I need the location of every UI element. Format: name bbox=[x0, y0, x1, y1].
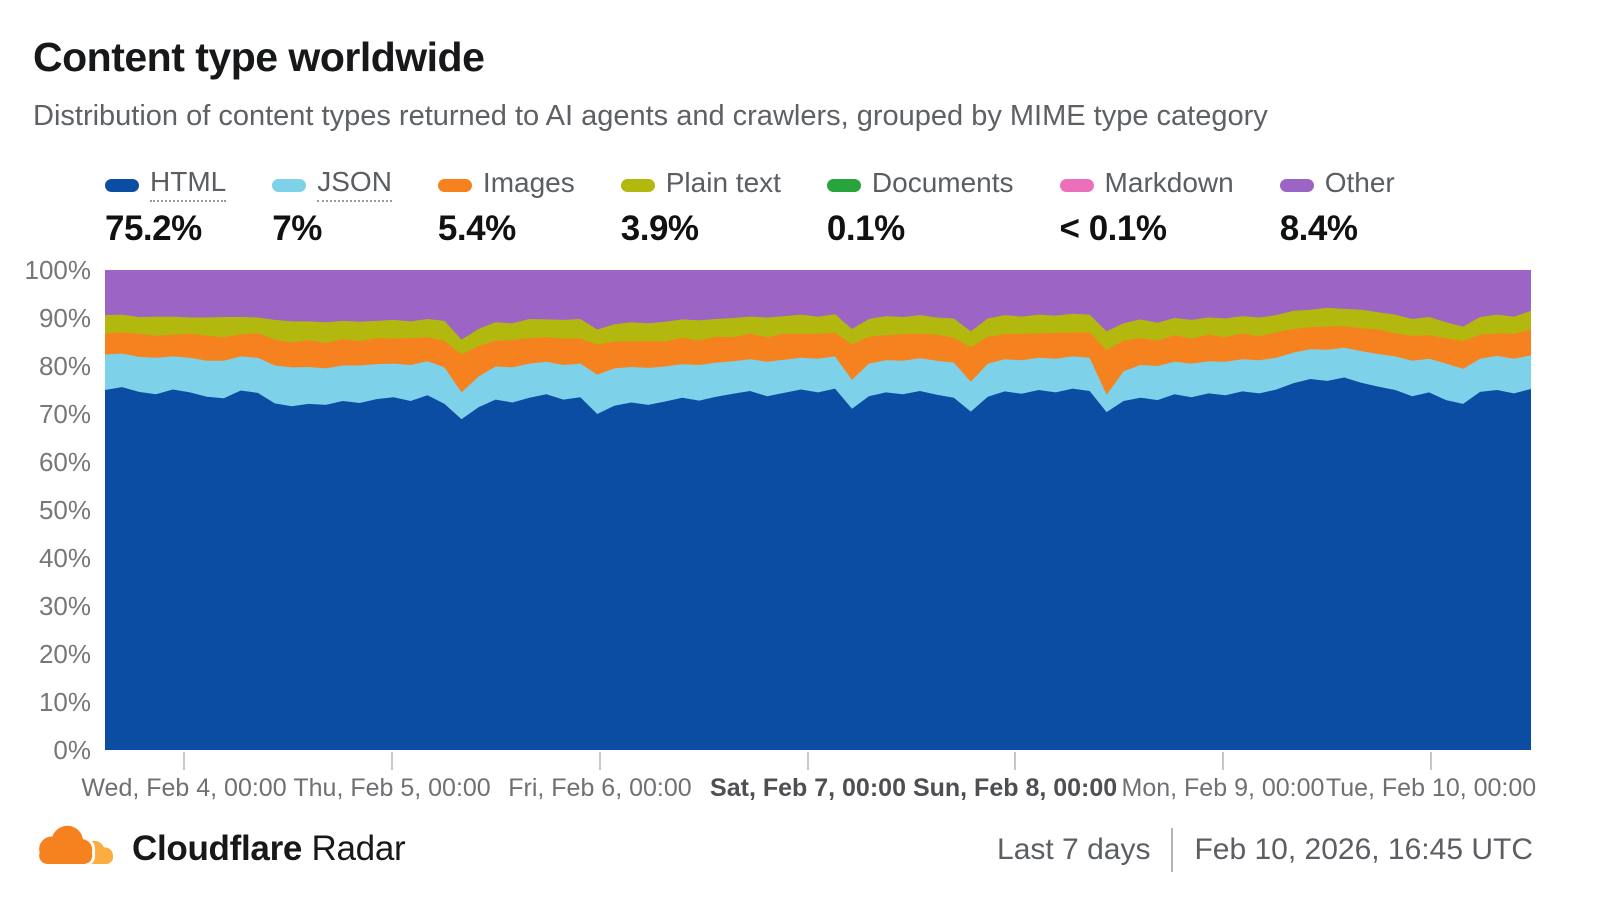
legend-item-plain-text[interactable]: Plain text 3.9% bbox=[620, 167, 781, 249]
x-axis-label: Wed, Feb 4, 00:00 bbox=[81, 774, 287, 802]
legend-label: Documents bbox=[871, 167, 1014, 198]
legend-label: Markdown bbox=[1104, 167, 1234, 198]
y-axis-label: 40% bbox=[38, 543, 91, 573]
y-axis-label: 0% bbox=[53, 735, 91, 765]
legend-toggle[interactable]: Images bbox=[437, 167, 575, 200]
cloudflare-logo-icon bbox=[36, 822, 114, 867]
y-axis-label: 100% bbox=[24, 255, 92, 285]
legend-item-html[interactable]: HTML 75.2% bbox=[105, 168, 227, 249]
legend-swatch-icon bbox=[105, 178, 139, 192]
legend-toggle[interactable]: JSON bbox=[272, 168, 392, 202]
y-axis-label: 30% bbox=[38, 591, 91, 621]
legend-item-images[interactable]: Images 5.4% bbox=[437, 167, 575, 249]
y-axis-label: 60% bbox=[38, 447, 91, 477]
timestamp-label: Feb 10, 2026, 16:45 UTC bbox=[1194, 833, 1533, 866]
x-axis-tick bbox=[807, 752, 810, 770]
y-axis-label: 90% bbox=[38, 303, 91, 333]
legend-swatch-icon bbox=[437, 178, 472, 192]
date-range-label: Last 7 days bbox=[997, 833, 1151, 866]
legend-item-other[interactable]: Other 8.4% bbox=[1279, 167, 1395, 249]
brand-text: Cloudflare Radar bbox=[132, 829, 406, 869]
y-axis-label: 10% bbox=[38, 687, 91, 717]
brand-cloudflare: Cloudflare bbox=[132, 829, 303, 868]
plot-area[interactable] bbox=[105, 270, 1531, 750]
stacked-area-chart: 100% 90% 80% 70% 60% 50% 40% 30% 20% 10% 0% Wed, Fe… bbox=[25, 255, 1537, 802]
legend-item-json[interactable]: JSON 7% bbox=[272, 168, 392, 249]
x-axis-tick bbox=[1221, 752, 1224, 770]
y-axis-label: 20% bbox=[38, 639, 91, 669]
legend-label: Images bbox=[482, 167, 575, 198]
legend-swatch-icon bbox=[826, 178, 861, 192]
legend-label: Other bbox=[1324, 167, 1395, 198]
x-axis-label: Sun, Feb 8, 00:00 bbox=[912, 774, 1118, 802]
x-axis-tick bbox=[391, 752, 394, 770]
y-axis-label: 50% bbox=[38, 495, 91, 525]
page-title: Content type worldwide bbox=[33, 34, 485, 80]
x-axis-tick bbox=[1430, 752, 1433, 770]
chart-legend: HTML 75.2% JSON 7% Images 5.4% Plain text 3.9% D… bbox=[105, 167, 1395, 249]
legend-item-documents[interactable]: Documents 0.1% bbox=[826, 167, 1014, 249]
legend-toggle[interactable]: Documents bbox=[826, 167, 1014, 200]
legend-swatch-icon bbox=[1279, 178, 1314, 192]
page-subtitle: Distribution of content types returned t… bbox=[33, 100, 1268, 132]
legend-value: 75.2% bbox=[105, 209, 202, 248]
x-axis-label: Sat, Feb 7, 00:00 bbox=[710, 774, 906, 802]
legend-toggle[interactable]: Plain text bbox=[620, 167, 781, 200]
legend-value: 3.9% bbox=[620, 209, 699, 248]
legend-swatch-icon bbox=[272, 178, 307, 192]
footer-meta: Last 7 days Feb 10, 2026, 16:45 UTC bbox=[997, 828, 1533, 872]
legend-swatch-icon bbox=[1059, 178, 1094, 192]
legend-item-markdown[interactable]: Markdown < 0.1% bbox=[1059, 167, 1234, 249]
legend-toggle[interactable]: Markdown bbox=[1059, 167, 1234, 200]
x-axis-tick bbox=[183, 752, 185, 770]
legend-swatch-icon bbox=[620, 178, 655, 192]
brand-radar: Radar bbox=[311, 829, 406, 868]
x-axis-label: Mon, Feb 9, 00:00 bbox=[1121, 774, 1325, 802]
x-axis-tick bbox=[1014, 752, 1017, 770]
x-axis-label: Tue, Feb 10, 00:00 bbox=[1325, 774, 1537, 802]
separator-bar bbox=[1171, 828, 1174, 872]
legend-value: < 0.1% bbox=[1059, 209, 1167, 248]
legend-value: 0.1% bbox=[826, 209, 905, 248]
legend-toggle[interactable]: Other bbox=[1279, 167, 1395, 200]
cloudflare-radar-link[interactable]: Cloudflare Radar bbox=[30, 822, 406, 876]
legend-label[interactable]: HTML bbox=[150, 168, 227, 202]
x-axis-tick bbox=[598, 752, 601, 770]
legend-value: 8.4% bbox=[1279, 209, 1358, 248]
legend-label[interactable]: JSON bbox=[317, 168, 392, 202]
legend-toggle[interactable]: HTML bbox=[105, 168, 227, 202]
y-axis-label: 70% bbox=[38, 399, 91, 429]
legend-label: Plain text bbox=[665, 167, 781, 198]
legend-value: 7% bbox=[272, 209, 322, 248]
legend-value: 5.4% bbox=[437, 209, 516, 248]
x-axis-label: Fri, Feb 6, 00:00 bbox=[508, 774, 692, 802]
y-axis-label: 80% bbox=[38, 351, 91, 381]
x-axis-label: Thu, Feb 5, 00:00 bbox=[293, 774, 491, 802]
